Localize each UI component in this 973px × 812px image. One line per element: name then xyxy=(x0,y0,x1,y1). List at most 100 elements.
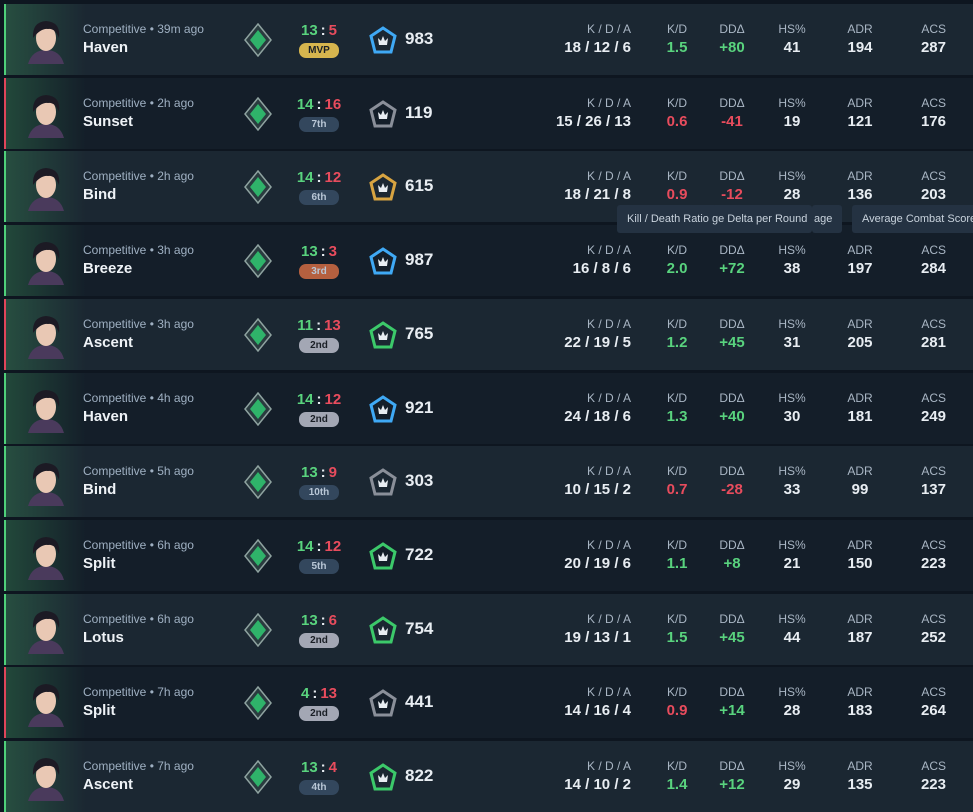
stat-value: 203 xyxy=(920,186,946,204)
stat-label: DDΔ xyxy=(719,759,745,773)
agent-avatar xyxy=(28,168,64,212)
stat-label: DDΔ xyxy=(719,464,745,479)
enemy-score: 9 xyxy=(328,464,338,482)
stat-value: 33 xyxy=(783,481,801,499)
stat-value: 24 / 18 / 6 xyxy=(564,407,631,425)
avatar-hair xyxy=(32,758,60,775)
map-name: Split xyxy=(83,702,116,720)
stat-label: ADR xyxy=(847,169,873,184)
enemy-score: 4 xyxy=(328,759,338,776)
stat-value: -12 xyxy=(721,186,743,204)
agent-avatar xyxy=(28,21,64,64)
rating-icon xyxy=(369,615,397,644)
match-row[interactable]: Competitive • 39m ago Haven 13:5 MVP 983 K / … xyxy=(4,4,973,75)
agent-avatar xyxy=(28,610,64,654)
match-subtitle: Competitive • 5h ago xyxy=(83,464,194,479)
match-row[interactable]: Competitive • 6h ago Lotus 13:6 2nd 754 K / D… xyxy=(4,593,973,665)
stat-value: 181 xyxy=(847,407,873,425)
match-row[interactable]: Competitive • 4h ago Haven 14:12 2nd 921 K / … xyxy=(4,372,973,444)
match-subtitle: Competitive • 2h ago xyxy=(83,95,194,110)
rank-inner xyxy=(250,324,266,345)
team-score: 14 xyxy=(296,390,314,408)
stat-label: ADR xyxy=(847,390,873,405)
score: 14:16 xyxy=(279,96,359,113)
match-row[interactable]: Competitive • 7h ago Split 4:13 2nd 441 K / D… xyxy=(4,667,973,739)
map-name: Lotus xyxy=(83,628,124,646)
stat-label: ADR xyxy=(847,243,873,258)
stat-value: 183 xyxy=(847,702,873,720)
rank-icon xyxy=(244,244,272,279)
match-row[interactable]: Competitive • 5h ago Bind 13:9 10th 303 K / D… xyxy=(4,446,973,518)
stat-value: 176 xyxy=(920,112,946,130)
avatar-face xyxy=(36,688,56,715)
enemy-score: 12 xyxy=(324,169,342,187)
stat-label: ACS xyxy=(921,316,946,331)
stat-value: 44 xyxy=(783,628,801,646)
score-separator: : xyxy=(316,95,322,113)
stat-value: 18 / 12 / 6 xyxy=(564,39,631,56)
match-row[interactable]: Competitive • 2h ago Sunset 14:16 7th 119 K /… xyxy=(4,77,973,149)
stat-label: DDΔ xyxy=(719,685,745,700)
enemy-score: 3 xyxy=(328,243,338,261)
stat-label: ADR xyxy=(847,464,873,479)
stat-label: K / D / A xyxy=(586,169,631,184)
stat-label: K / D / A xyxy=(586,537,631,552)
stat-label: ACS xyxy=(921,22,946,36)
stat-label: ACS xyxy=(921,243,946,258)
placement-badge: MVP xyxy=(299,43,339,58)
result-bar xyxy=(4,298,6,370)
avatar-body xyxy=(28,492,64,507)
avatar-face xyxy=(36,540,56,567)
match-subtitle: Competitive • 7h ago xyxy=(83,685,194,700)
rating: 615 xyxy=(405,176,434,196)
stat-value: +40 xyxy=(719,407,745,425)
stat-value: 41 xyxy=(783,39,801,56)
stat-label: ADR xyxy=(847,759,873,773)
stat-label: DDΔ xyxy=(719,169,745,184)
stat-label: K/D xyxy=(666,611,687,626)
rank-inner xyxy=(250,103,266,124)
match-row[interactable]: Competitive • 3h ago Breeze 13:3 3rd 987 K / … xyxy=(4,225,973,297)
stat-label: K/D xyxy=(666,95,687,110)
tooltip: Average Combat Score xyxy=(852,205,973,233)
avatar-body xyxy=(28,787,64,801)
rating-shape xyxy=(369,394,397,422)
rank-icon xyxy=(244,317,272,352)
match-subtitle: Competitive • 7h ago xyxy=(83,759,194,773)
enemy-score: 6 xyxy=(328,611,338,629)
placement-badge: 3rd xyxy=(299,264,339,280)
stat-value: +45 xyxy=(719,628,745,646)
team-score: 4 xyxy=(300,685,310,703)
score: 13:3 xyxy=(279,243,359,260)
avatar-body xyxy=(28,50,64,64)
match-row[interactable]: Competitive • 6h ago Split 14:12 5th 722 K / … xyxy=(4,519,973,591)
rating-icon xyxy=(369,173,397,201)
avatar-face xyxy=(36,98,56,125)
match-row[interactable]: Competitive • 7h ago Ascent 13:4 4th 822 K / … xyxy=(4,741,973,812)
rating-icon xyxy=(369,247,397,275)
stat-value: 252 xyxy=(920,628,946,646)
rank-inner xyxy=(250,251,266,272)
rating-crown xyxy=(378,109,388,119)
stat-label: ACS xyxy=(921,611,946,626)
avatar-face xyxy=(36,246,56,273)
agent-avatar xyxy=(28,536,64,580)
stat-label: ADR xyxy=(847,316,873,331)
stat-value: 0.9 xyxy=(666,186,688,204)
stat-label: DDΔ xyxy=(719,95,745,110)
stat-label: DDΔ xyxy=(719,537,745,552)
match-row[interactable]: Competitive • 3h ago Ascent 11:13 2nd 765 K /… xyxy=(4,298,973,370)
team-score: 13 xyxy=(300,759,318,776)
result-bar xyxy=(4,519,6,591)
stat-value: +8 xyxy=(723,554,741,572)
team-score: 11 xyxy=(297,316,314,334)
rank-inner xyxy=(250,472,266,493)
rating-shape xyxy=(369,615,397,644)
rating-crown xyxy=(378,330,388,340)
stat-value: 223 xyxy=(920,776,946,793)
stat-label: K / D / A xyxy=(586,611,631,626)
score-separator: : xyxy=(320,22,326,39)
placement-badge: 2nd xyxy=(299,337,339,353)
placement-badge: 4th xyxy=(299,780,339,795)
agent-avatar xyxy=(28,94,64,138)
